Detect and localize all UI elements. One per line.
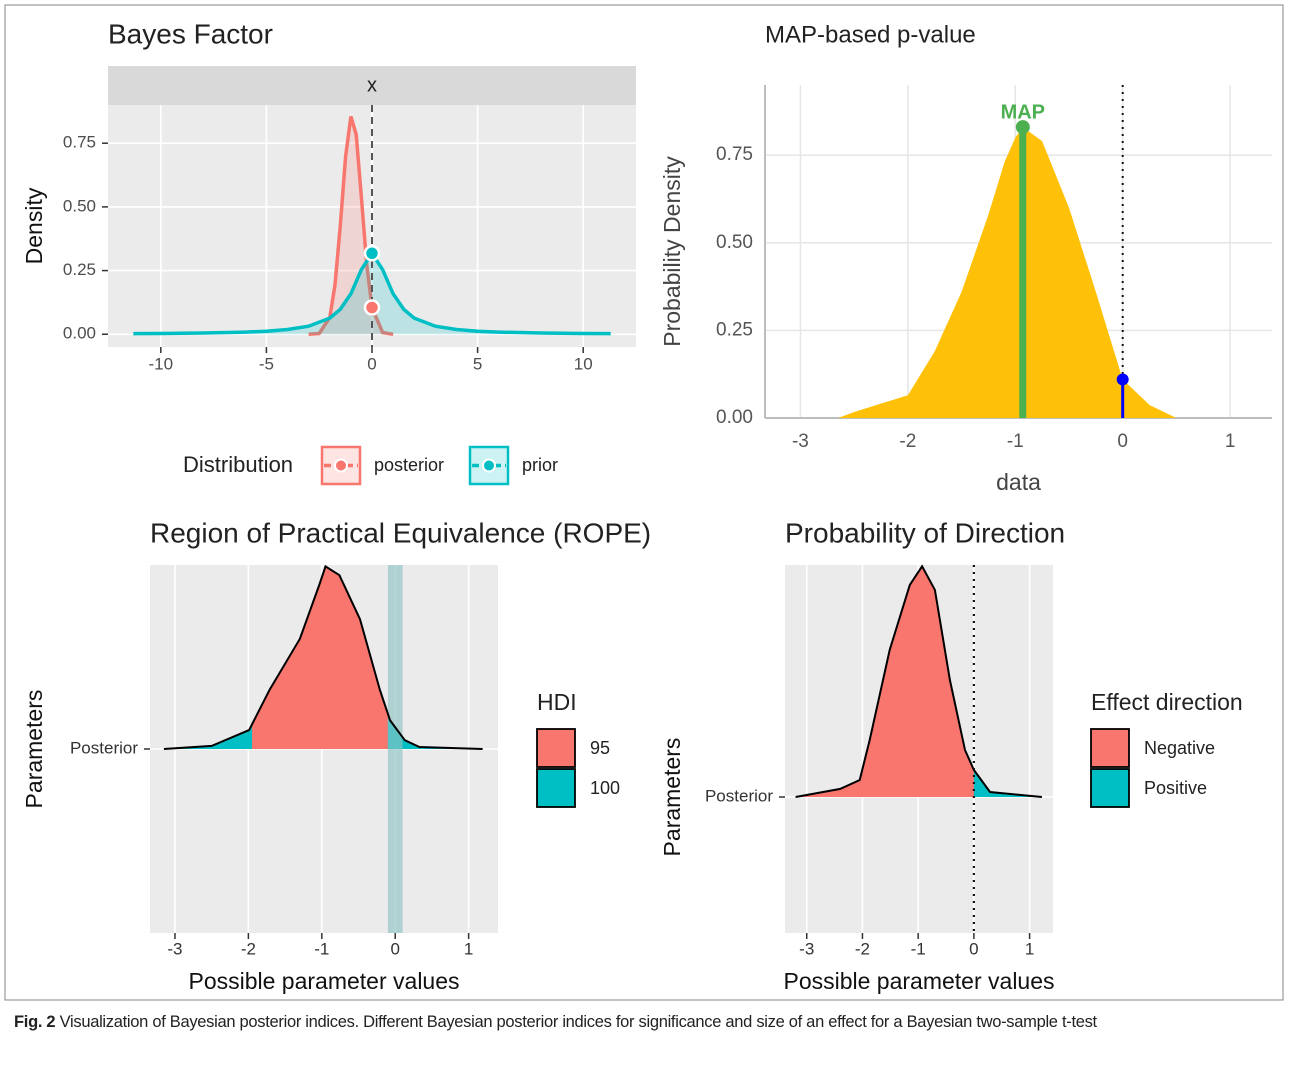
x-tick-label: -2 bbox=[899, 431, 916, 452]
null-point bbox=[1116, 373, 1129, 386]
x-tick-label: -3 bbox=[167, 939, 182, 958]
density-point bbox=[363, 299, 381, 316]
legend-key bbox=[536, 728, 576, 768]
x-tick-label: 0 bbox=[969, 939, 978, 958]
x-axis-label: data bbox=[996, 469, 1041, 495]
caption-text: Visualization of Bayesian posterior indi… bbox=[59, 1013, 1098, 1031]
legend-key bbox=[1090, 728, 1130, 768]
x-tick-label: -10 bbox=[149, 354, 174, 373]
frame bbox=[4, 4, 1284, 1001]
caption: Fig. 2 Visualization of Bayesian posteri… bbox=[14, 1010, 1276, 1035]
legend-key-point bbox=[482, 458, 496, 473]
x-tick-label: 0 bbox=[1117, 431, 1128, 452]
x-axis-label: Possible parameter values bbox=[783, 968, 1054, 994]
legend-key bbox=[1090, 768, 1130, 808]
density-point bbox=[363, 245, 381, 262]
y-tick-label: 0.25 bbox=[63, 260, 96, 279]
x-tick-label: -2 bbox=[855, 939, 870, 958]
facet-label: x bbox=[367, 74, 377, 96]
x-tick-label: -3 bbox=[799, 939, 814, 958]
legend-label: posterior bbox=[374, 455, 444, 475]
legend-title: Distribution bbox=[183, 452, 293, 477]
x-tick-label: -1 bbox=[911, 939, 926, 958]
chart-title: Probability of Direction bbox=[785, 517, 1065, 548]
x-tick-label: -1 bbox=[1007, 431, 1024, 452]
y-tick-label: 0.50 bbox=[716, 232, 753, 253]
x-tick-label: 1 bbox=[464, 939, 473, 958]
y-axis-label: Parameters bbox=[659, 738, 685, 857]
map-label: MAP bbox=[1001, 101, 1045, 123]
legend-title: Effect direction bbox=[1091, 689, 1243, 715]
x-tick-label: 0 bbox=[367, 354, 376, 373]
y-tick-label: Posterior bbox=[70, 738, 138, 757]
legend-title: HDI bbox=[537, 689, 577, 715]
density-area bbox=[838, 127, 1177, 418]
legend-label: prior bbox=[522, 455, 558, 475]
x-tick-label: -5 bbox=[259, 354, 274, 373]
x-tick-label: 1 bbox=[1225, 431, 1236, 452]
density-area-inner bbox=[252, 566, 388, 749]
y-tick-label: 0.50 bbox=[63, 196, 96, 215]
y-tick-label: 0.00 bbox=[63, 324, 96, 343]
y-axis-label: Parameters bbox=[21, 690, 47, 809]
x-tick-label: -2 bbox=[241, 939, 256, 958]
x-axis-label: Possible parameter values bbox=[188, 968, 459, 994]
caption-label: Fig. 2 bbox=[14, 1013, 56, 1031]
y-tick-label: 0.25 bbox=[716, 319, 753, 340]
y-axis-label: Density bbox=[21, 187, 47, 264]
x-tick-label: 10 bbox=[574, 354, 593, 373]
legend-label: 95 bbox=[590, 738, 610, 758]
facet-strip bbox=[108, 66, 636, 105]
y-axis-label: Probability Density bbox=[659, 156, 685, 347]
y-tick-label: 0.75 bbox=[63, 133, 96, 152]
y-tick-label: 0.00 bbox=[716, 407, 753, 428]
legend-label: Positive bbox=[1144, 778, 1207, 798]
density-outline bbox=[163, 564, 483, 750]
legend-label: 100 bbox=[590, 778, 620, 798]
x-tick-label: -1 bbox=[314, 939, 329, 958]
x-tick-label: 0 bbox=[390, 939, 399, 958]
rope-band bbox=[387, 565, 403, 933]
y-tick-label: 0.75 bbox=[716, 144, 753, 165]
y-tick-label: Posterior bbox=[705, 786, 773, 805]
x-tick-label: -3 bbox=[792, 431, 809, 452]
legend-key bbox=[536, 768, 576, 808]
chart-title: Bayes Factor bbox=[108, 18, 273, 49]
map-point bbox=[1015, 120, 1030, 135]
legend-label: Negative bbox=[1144, 738, 1215, 758]
x-tick-label: 1 bbox=[1025, 939, 1034, 958]
chart-title: Region of Practical Equivalence (ROPE) bbox=[150, 517, 651, 548]
chart-title: MAP-based p-value bbox=[765, 21, 976, 48]
density-area-inner bbox=[795, 566, 974, 797]
density-area bbox=[133, 253, 611, 335]
legend-key-point bbox=[334, 458, 348, 473]
x-tick-label: 5 bbox=[473, 354, 482, 373]
density-area bbox=[308, 116, 394, 335]
